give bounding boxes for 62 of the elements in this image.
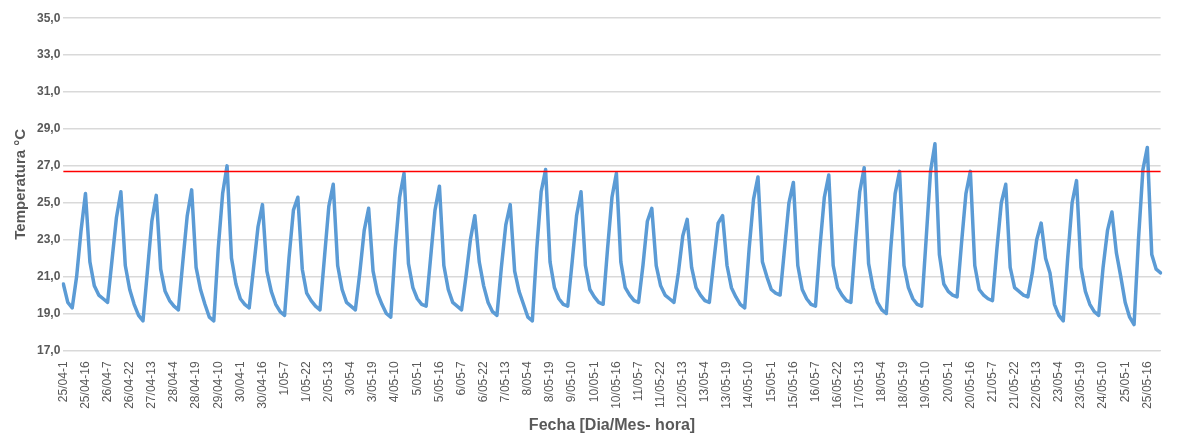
x-tick-label: 28/04-19 <box>188 361 203 409</box>
x-tick-label: 26/04-22 <box>122 361 137 409</box>
x-tick-label: 3/05-19 <box>365 361 380 403</box>
x-tick-label: 25/05-16 <box>1139 361 1154 409</box>
x-tick-label: 25/04-1 <box>55 361 70 403</box>
x-tick-label: 30/04-16 <box>254 361 269 409</box>
x-tick-label: 26/04-7 <box>99 361 114 403</box>
y-tick-label: 31,0 <box>37 84 61 99</box>
x-tick-label: 23/05-19 <box>1073 361 1088 409</box>
x-tick-label: 11/05-7 <box>630 361 645 402</box>
y-tick-label: 17,0 <box>37 342 61 357</box>
x-tick-label: 15/05-1 <box>763 361 778 403</box>
y-tick-label: 29,0 <box>37 121 61 136</box>
x-tick-label: 5/05-16 <box>431 361 446 403</box>
x-tick-label: 20/05-1 <box>940 361 955 403</box>
x-tick-label: 11/05-22 <box>652 361 667 408</box>
x-tick-label: 6/05-22 <box>475 361 490 403</box>
x-tick-label: 1/05-22 <box>299 361 314 403</box>
x-tick-label: 19/05-10 <box>918 361 933 409</box>
x-tick-label: 2/05-13 <box>321 361 336 403</box>
x-tick-label: 21/05-7 <box>984 361 999 403</box>
x-tick-label: 16/05-22 <box>829 361 844 409</box>
x-tick-label: 3/05-4 <box>343 361 358 396</box>
x-tick-label: 25/04-16 <box>77 361 92 409</box>
x-tick-label: 4/05-10 <box>387 361 402 403</box>
x-tick-label: 18/05-19 <box>896 361 911 409</box>
x-tick-label: 23/05-4 <box>1051 361 1066 403</box>
x-tick-label: 1/05-7 <box>276 361 291 396</box>
x-tick-label: 8/05-4 <box>520 361 535 396</box>
x-tick-label: 17/05-13 <box>852 361 867 409</box>
y-tick-label: 21,0 <box>37 268 61 283</box>
y-tick-label: 27,0 <box>37 158 61 173</box>
x-tick-label: 6/05-7 <box>453 361 468 396</box>
y-tick-label: 25,0 <box>37 195 61 210</box>
x-tick-label: 20/05-16 <box>962 361 977 409</box>
y-tick-label: 19,0 <box>37 305 61 320</box>
x-tick-label: 25/05-1 <box>1117 361 1132 403</box>
x-tick-label: 12/05-13 <box>675 361 690 409</box>
x-tick-label: 18/05-4 <box>874 361 889 403</box>
x-tick-label: 10/05-16 <box>608 361 623 409</box>
x-tick-label: 10/05-1 <box>586 361 601 403</box>
x-tick-label: 9/05-10 <box>564 361 579 403</box>
x-tick-label: 5/05-1 <box>409 361 424 396</box>
x-tick-label: 21/05-22 <box>1006 361 1021 409</box>
y-axis-title: Temperatura °C <box>11 128 29 240</box>
x-tick-label: 24/05-10 <box>1095 361 1110 409</box>
x-tick-label: 29/04-10 <box>210 361 225 409</box>
x-tick-label: 13/05-19 <box>719 361 734 409</box>
x-tick-label: 27/04-13 <box>144 361 159 409</box>
x-tick-label: 30/04-1 <box>232 361 247 403</box>
x-tick-label: 15/05-16 <box>785 361 800 409</box>
y-tick-label: 33,0 <box>37 47 61 62</box>
x-axis-title: Fecha [Dia/Mes- hora] <box>528 415 696 433</box>
x-tick-label: 8/05-19 <box>542 361 557 403</box>
y-tick-label: 35,0 <box>37 10 61 25</box>
x-tick-label: 13/05-4 <box>697 361 712 403</box>
x-tick-label: 7/05-13 <box>498 361 513 403</box>
y-tick-label: 23,0 <box>37 232 61 246</box>
x-tick-label: 22/05-13 <box>1029 361 1044 409</box>
x-tick-label: 14/05-10 <box>741 361 756 409</box>
x-tick-label: 28/04-4 <box>166 361 181 403</box>
x-tick-label: 16/05-7 <box>807 361 822 403</box>
